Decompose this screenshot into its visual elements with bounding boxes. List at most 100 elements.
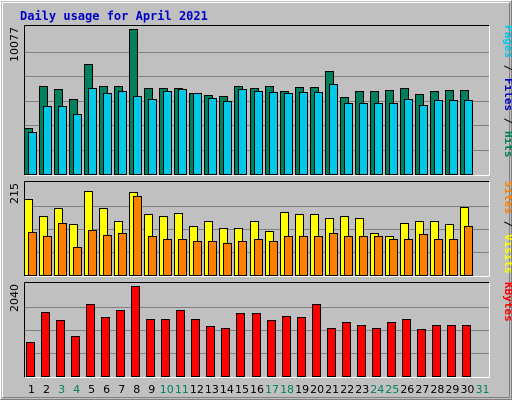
bar-sites-day-17 xyxy=(269,241,278,276)
bar-kbytes-day-27 xyxy=(417,329,426,377)
bar-sites-day-29 xyxy=(449,239,458,276)
x-tick-day-19: 19 xyxy=(295,383,309,396)
bar-files-day-28 xyxy=(434,100,443,175)
bar-kbytes-day-30 xyxy=(462,325,471,377)
bar-files-day-1 xyxy=(28,132,37,175)
x-tick-day-6: 6 xyxy=(103,383,110,396)
bar-sites-day-2 xyxy=(43,236,52,276)
bar-files-day-13 xyxy=(208,98,217,175)
bar-sites-day-12 xyxy=(193,241,202,276)
bar-sites-day-16 xyxy=(254,239,263,276)
bar-sites-day-27 xyxy=(419,234,428,276)
bar-files-day-7 xyxy=(118,91,127,175)
bar-kbytes-day-10 xyxy=(161,319,170,377)
pages-files-hits-label: Pages / Files / Hits xyxy=(502,25,512,158)
bar-sites-day-6 xyxy=(103,235,112,276)
bar-files-day-17 xyxy=(269,92,278,175)
x-tick-day-27: 27 xyxy=(415,383,429,396)
bar-files-day-3 xyxy=(58,106,67,175)
bar-sites-day-14 xyxy=(223,243,232,276)
x-tick-day-24: 24 xyxy=(370,383,384,396)
x-tick-day-21: 21 xyxy=(325,383,339,396)
bars xyxy=(24,29,473,175)
bar-files-day-5 xyxy=(88,88,97,175)
bar-files-day-23 xyxy=(359,103,368,175)
x-axis-ticks: 1 2 3 4 5 6 7 8 9 10 11 12 13 14 15 16 17 18 19 20 21 22 23 24 2… xyxy=(28,383,489,396)
bar-files-day-9 xyxy=(148,99,157,175)
x-tick-day-25: 25 xyxy=(385,383,399,396)
bar-kbytes-day-14 xyxy=(221,328,230,377)
y-max-label: 215 xyxy=(8,183,21,204)
bar-kbytes-day-18 xyxy=(282,316,291,377)
x-tick-day-7: 7 xyxy=(118,383,125,396)
x-tick-day-5: 5 xyxy=(88,383,95,396)
x-tick-day-31: 31 xyxy=(475,383,489,396)
bar-files-day-10 xyxy=(163,91,172,175)
hits-files-panel: 10077 Pages / Files / Hits xyxy=(8,25,512,176)
bar-kbytes-day-29 xyxy=(447,325,456,377)
bar-sites-day-18 xyxy=(284,236,293,276)
bar-kbytes-day-5 xyxy=(86,304,95,377)
x-tick-day-15: 15 xyxy=(235,383,249,396)
bar-kbytes-day-23 xyxy=(357,325,366,377)
bar-files-day-16 xyxy=(254,91,263,175)
bar-kbytes-day-21 xyxy=(327,328,336,377)
bar-files-day-19 xyxy=(299,92,308,175)
x-tick-day-29: 29 xyxy=(445,383,459,396)
bar-sites-day-7 xyxy=(118,233,127,276)
bar-files-day-22 xyxy=(344,103,353,175)
x-tick-day-9: 9 xyxy=(148,383,155,396)
bar-sites-day-11 xyxy=(178,239,187,276)
bar-sites-day-24 xyxy=(374,236,383,276)
bar-sites-day-28 xyxy=(434,239,443,276)
bar-sites-day-21 xyxy=(329,233,338,276)
bar-kbytes-day-9 xyxy=(146,319,155,377)
bar-kbytes-day-19 xyxy=(297,317,306,377)
bar-kbytes-day-26 xyxy=(402,319,411,377)
x-tick-day-11: 11 xyxy=(175,383,189,396)
x-tick-day-17: 17 xyxy=(265,383,279,396)
chart-title: Daily usage for April 2021 xyxy=(20,9,208,23)
bar-sites-day-5 xyxy=(88,230,97,276)
bar-kbytes-day-3 xyxy=(56,320,65,377)
bar-sites-day-19 xyxy=(299,236,308,276)
x-tick-day-10: 10 xyxy=(160,383,174,396)
bar-kbytes-day-4 xyxy=(71,336,80,377)
x-tick-day-18: 18 xyxy=(280,383,294,396)
bar-kbytes-day-28 xyxy=(432,325,441,377)
bar-kbytes-day-13 xyxy=(206,326,215,377)
bar-kbytes-day-22 xyxy=(342,322,351,377)
bar-files-day-20 xyxy=(314,92,323,175)
bar-files-day-11 xyxy=(178,89,187,175)
bar-kbytes-day-20 xyxy=(312,304,321,377)
x-tick-day-23: 23 xyxy=(355,383,369,396)
bar-files-day-2 xyxy=(43,106,52,175)
x-tick-day-8: 8 xyxy=(133,383,140,396)
kbytes-label: KBytes xyxy=(502,282,512,322)
bar-sites-day-22 xyxy=(344,236,353,276)
x-tick-day-26: 26 xyxy=(400,383,414,396)
bar-files-day-27 xyxy=(419,105,428,175)
bars xyxy=(26,286,471,377)
bar-kbytes-day-7 xyxy=(116,310,125,377)
bar-sites-day-25 xyxy=(389,239,398,276)
sites-visits-label: Sites / Visits xyxy=(502,181,512,274)
bar-sites-day-15 xyxy=(238,241,247,276)
bar-sites-day-30 xyxy=(464,226,473,276)
bar-kbytes-day-12 xyxy=(191,319,200,377)
y-max-label: 2040 xyxy=(8,284,21,312)
bar-files-day-25 xyxy=(389,103,398,175)
bar-sites-day-1 xyxy=(28,232,37,276)
bar-kbytes-day-16 xyxy=(252,313,261,377)
x-tick-day-14: 14 xyxy=(220,383,234,396)
x-tick-day-22: 22 xyxy=(340,383,354,396)
bar-sites-day-20 xyxy=(314,236,323,276)
bar-files-day-24 xyxy=(374,103,383,175)
bars xyxy=(24,191,473,276)
x-tick-day-1: 1 xyxy=(28,383,35,396)
bar-files-day-29 xyxy=(449,100,458,175)
bar-files-day-8 xyxy=(133,96,142,175)
bar-files-day-18 xyxy=(284,93,293,175)
bar-sites-day-3 xyxy=(58,223,67,276)
bar-files-day-15 xyxy=(238,89,247,175)
